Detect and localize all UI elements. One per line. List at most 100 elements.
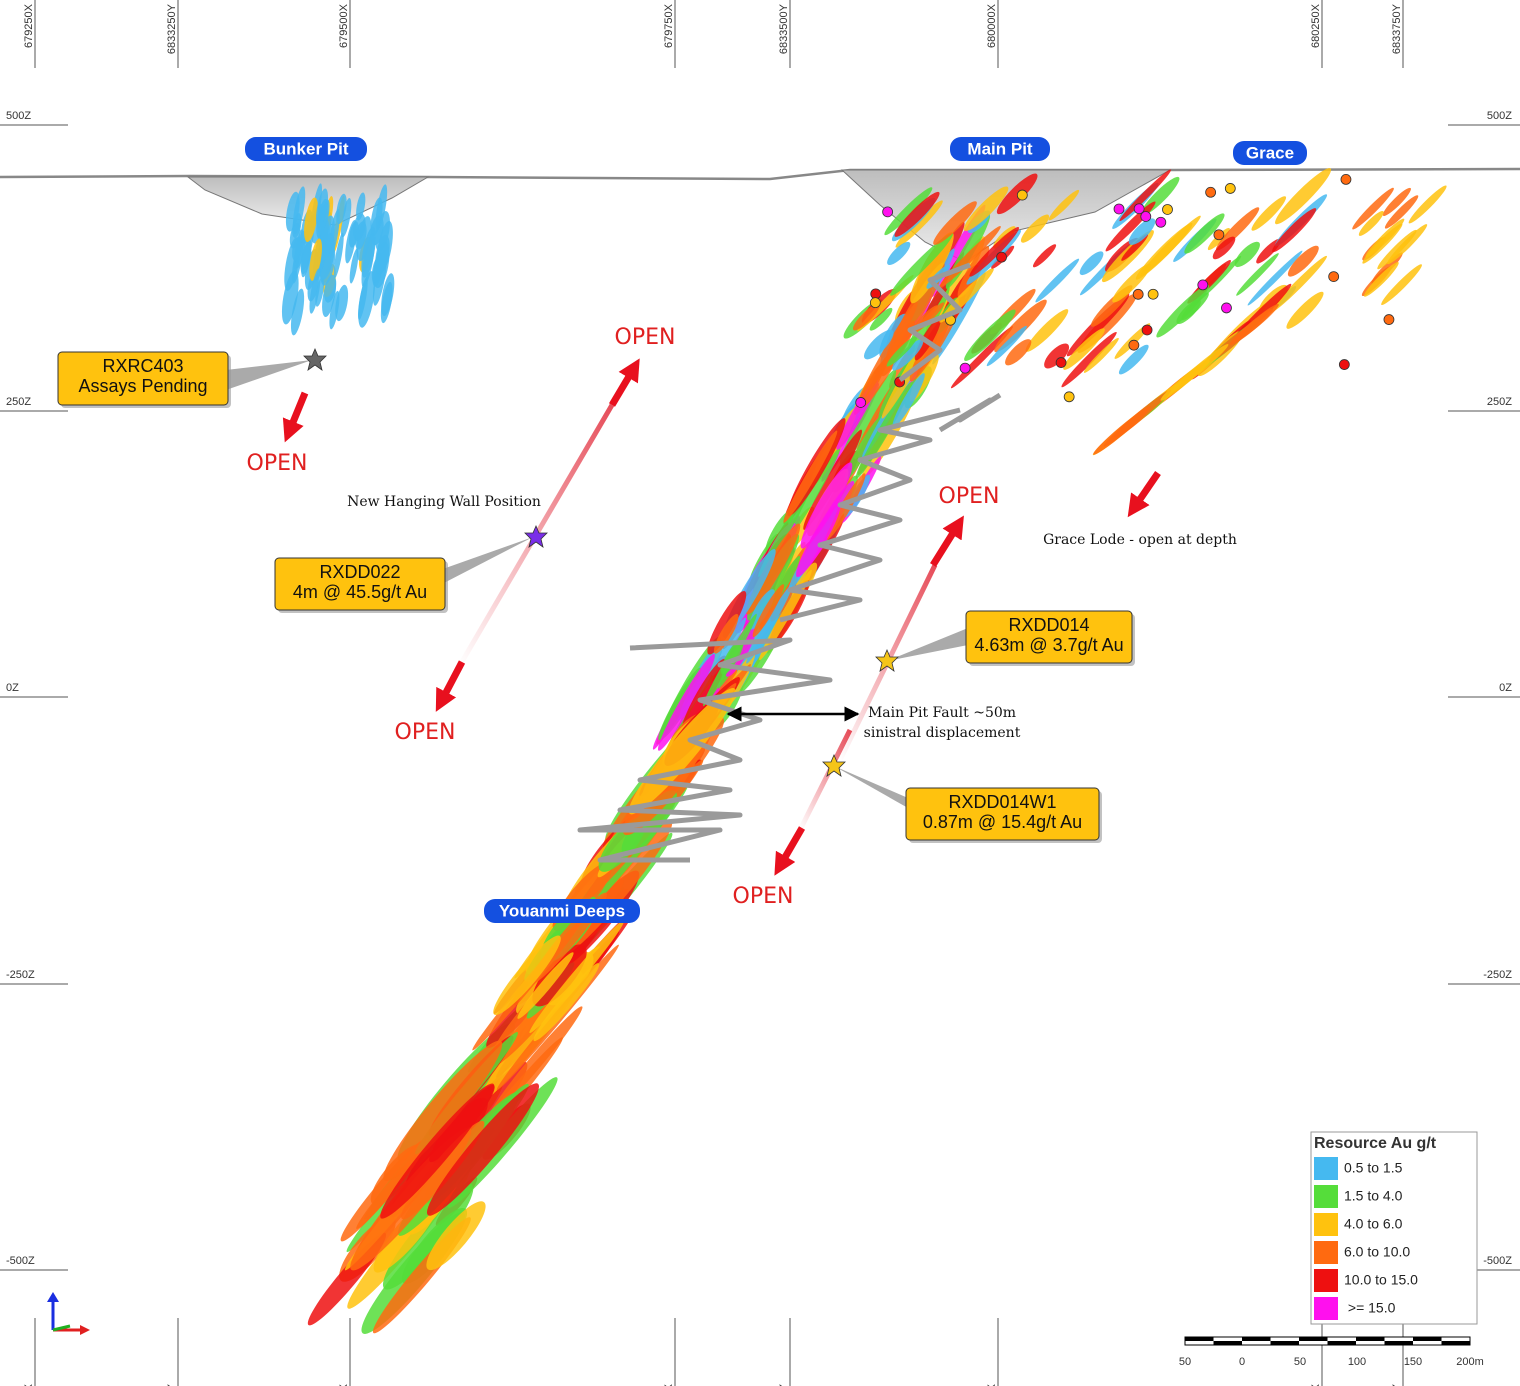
drill-intercept [996,251,1007,263]
scale-bar-seg [1185,1337,1214,1341]
ore-lens [1362,223,1403,264]
ore-lens [315,188,329,228]
ore-lens [884,187,933,236]
x-coord-label: 679250X [23,3,35,48]
place-label: Main Pit [967,139,1033,158]
ore-lens [333,232,344,279]
legend-swatch [1314,1297,1338,1320]
ore-lens [290,288,305,336]
ore-lens [1093,406,1151,455]
annotation: Main Pit Fault ~50m [868,705,1016,721]
ore-lens [493,935,561,1016]
ore-lens [304,197,319,243]
callout-text: 4.63m @ 3.7g/t Au [974,635,1123,655]
scale-label: 100 [1348,1356,1366,1368]
ore-lens [1251,196,1287,231]
ore-lens [1272,208,1317,253]
ore-lens [1156,284,1210,338]
ore-lens [361,226,376,278]
drill-intercept [1128,339,1140,351]
callout-box [905,787,1100,841]
place-badge [245,137,367,161]
scale-label: 200m [1456,1356,1484,1368]
callout-text: RXRC403 [102,356,183,376]
drill-intercept [959,362,971,374]
z-label: 0Z [1499,682,1512,694]
ore-lens [1384,195,1419,229]
x-coord-label: 6833250Y [166,1383,178,1386]
place-badge [484,899,640,923]
ore-lens [707,591,747,655]
ore-lens [1118,344,1149,375]
x-coord-label: 6833250Y [166,3,178,54]
ore-lens [381,273,395,317]
x-coord-label: 680250X [1310,1383,1322,1386]
ore-lens [969,227,1020,277]
stars [303,347,899,777]
ore-lens [933,201,977,245]
ore-lens [986,325,1027,367]
ore-lens [910,232,954,304]
ore-lens [336,193,347,224]
ore-lens [1083,337,1119,373]
place-label: Bunker Pit [263,139,348,158]
drill-intercept [882,206,894,218]
ore-lens [426,1201,486,1271]
ore-lens [357,277,368,320]
ore-lens [1256,238,1281,264]
ore-lens [1005,339,1032,366]
drill-intercept [1133,203,1145,215]
drill-intercept [1383,314,1395,325]
legend-box [1310,1131,1478,1325]
open-label: OPEN [939,484,1000,509]
x-coord-label: 679750X [663,3,675,48]
x-coord-label: 679250X [23,1383,35,1386]
z-label: -500Z [6,1255,35,1267]
ore-lens [749,589,775,630]
ore-lens [752,584,785,638]
legend-label: 0.5 to 1.5 [1344,1160,1403,1176]
ore-lens [746,523,801,615]
z-label: 500Z [1487,110,1512,122]
x-coord-label: 679500X [338,3,350,48]
legend-label: 6.0 to 10.0 [1344,1244,1410,1260]
callout-text: 4m @ 45.5g/t Au [293,582,427,602]
z-label: -250Z [6,969,35,981]
drill-intercept [1205,186,1217,198]
scale-bar-seg [1384,1341,1413,1345]
place-label: Youanmi Deeps [499,901,625,920]
x-coord-label: 680000X [986,3,998,48]
ore-lens [349,248,359,284]
ore-lens [1079,251,1104,276]
drill-intercept [1147,288,1159,300]
ore-lens [863,329,894,360]
ore-lens [873,341,906,375]
callout-text: Assays Pending [78,376,207,396]
ore-lens [356,1148,424,1229]
scale-bar-seg [1213,1341,1242,1345]
ore-lens [964,309,1016,361]
ore-lens [340,198,352,238]
drill-intercept [1063,391,1075,403]
ore-lens [335,284,349,322]
place-label: Grace [1246,143,1294,162]
ore-lens [657,653,715,751]
ore-lens [1387,224,1428,265]
ore-lens [300,241,311,275]
annotation: Grace Lode - open at depth [1043,532,1237,548]
scale-bar-seg [1413,1337,1442,1341]
open-label: OPEN [247,451,308,476]
ore-lens [681,658,726,733]
ore-lens [1234,241,1260,268]
drill-intercept [1132,288,1144,300]
ore-lens [1025,309,1069,352]
ore-lens [356,192,366,221]
ore-lens [375,234,390,275]
open-label: OPEN [395,720,456,745]
ore-lens [1061,331,1117,388]
scale-bar-seg [1299,1337,1328,1341]
ore-lens [353,213,366,241]
ore-lens [1287,245,1319,277]
ore-lens [309,238,322,281]
ore-lens [401,1120,485,1220]
